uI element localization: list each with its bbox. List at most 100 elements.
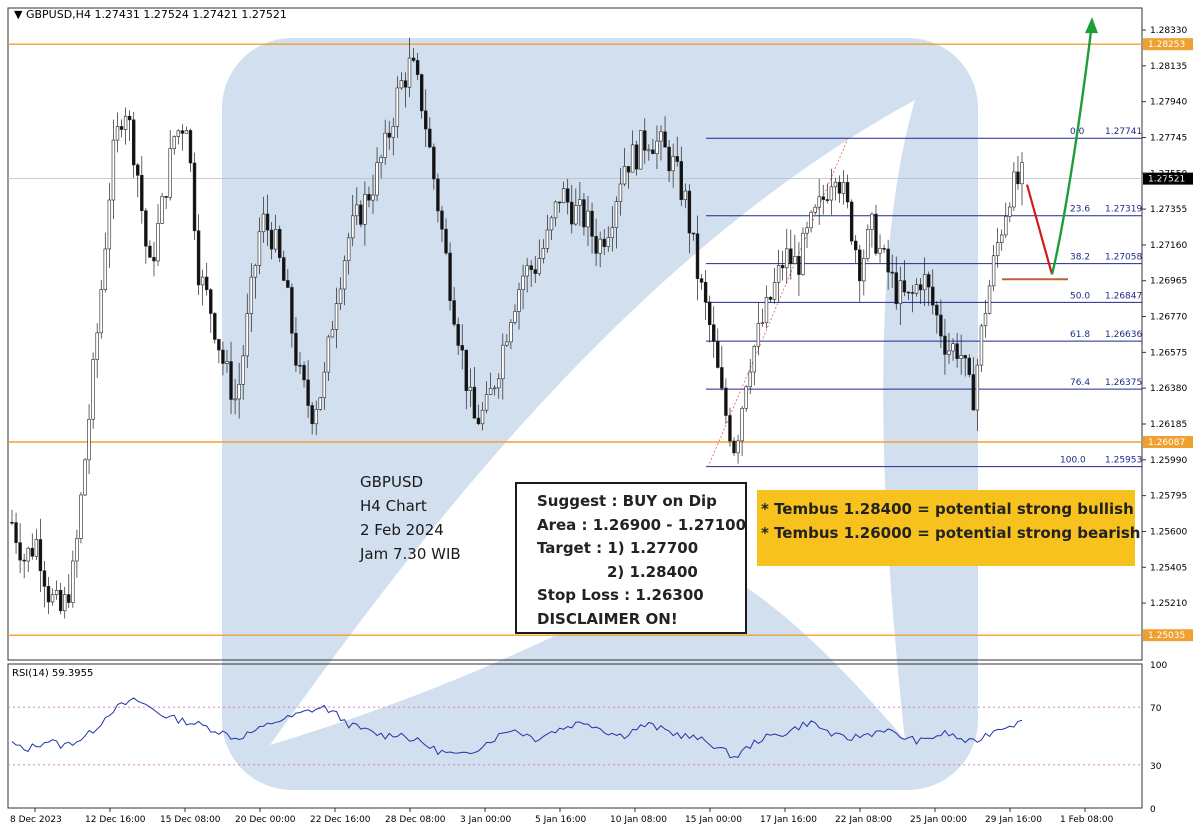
candle-body [841,182,846,194]
candle-body [10,521,14,524]
candle-body [79,494,83,539]
area-line: Area : 1.26900 - 1.27100 [537,515,747,534]
candle-body [655,140,659,154]
current-price-label: 1.27521 [1148,175,1185,185]
candle-body [257,231,262,266]
info-timeframe: H4 Chart [360,497,427,515]
candle-body [557,201,562,204]
candle-body [890,271,894,274]
target-line-2: 2) 1.28400 [607,562,698,581]
candle-body [659,131,663,142]
candle-body [30,547,34,557]
candle-body [63,594,67,612]
candle-body [278,229,282,258]
breakout-note-box: * Tembus 1.28400 = potential strong bull… [757,490,1141,566]
candle-body [346,237,351,261]
candle-body [91,359,95,420]
candle-body [395,87,400,127]
rsi-line [11,697,1023,759]
price-tick-label: 1.28135 [1150,62,1187,72]
candle-body [1020,162,1024,185]
sr-price-tag [1143,629,1193,642]
candle-body [789,248,793,264]
candle-body [707,301,712,326]
candle-body [456,324,460,346]
fib-anchor-line [707,138,849,468]
candle-body [237,384,241,400]
candle-body [213,313,217,340]
candle-body [46,586,51,603]
candle-body [148,245,152,258]
fib-price-label: 1.26636 [1105,330,1142,340]
time-tick-label: 10 Jan 08:00 [610,815,667,825]
candle-body [898,280,903,304]
candle-body [253,265,258,278]
price-tick-label: 1.25405 [1150,563,1187,573]
candle-body [18,542,22,561]
candle-body [817,196,821,208]
candle-body [136,164,140,176]
candle-body [975,364,980,411]
candle-body [1016,171,1020,185]
candle-body [172,136,176,149]
price-tick-label: 1.27940 [1150,98,1187,108]
support-resistance-lines: 1.28253 1.26087 1.25035 1.27521 [8,38,1193,642]
candle-body [310,405,314,425]
candle-body [894,272,898,304]
candle-body [505,341,509,346]
candle-body [160,196,164,224]
candle-body [403,80,408,88]
candle-body [144,210,148,247]
candle-body [164,196,168,198]
time-axis: 8 Dec 2023 12 Dec 16:00 15 Dec 08:00 20 Dec… [10,808,1114,825]
candle-body [566,188,570,203]
candle-body [995,242,1000,257]
candle-body [935,304,939,316]
price-tick-label: 1.27550 [1150,169,1187,179]
price-candles [10,37,1024,619]
candle-body [1004,216,1008,236]
price-tick-label: 1.26770 [1150,313,1187,323]
candle-body [525,265,529,277]
time-tick-label: 22 Jan 08:00 [835,815,892,825]
candle-body [703,281,708,303]
candle-body [732,440,736,454]
candle-body [744,386,748,409]
candle-body [75,538,79,562]
candle-body [687,190,692,234]
candle-body [379,157,383,164]
rsi-tick-label: 0 [1150,805,1156,815]
time-tick-label: 20 Dec 00:00 [235,815,296,825]
candle-body [561,188,566,203]
candle-body [793,256,797,264]
candle-body [241,355,245,385]
price-tick-label: 1.26965 [1150,277,1187,287]
candle-body [399,80,404,89]
rsi-tick-label: 100 [1150,661,1167,671]
forecast-arrows [1002,17,1098,281]
fib-ratio-label: 23.6 [1070,205,1090,215]
sr-price-tag [1143,435,1193,448]
time-tick-label: 8 Dec 2023 [10,815,62,825]
candle-body [853,240,858,251]
candle-body [671,156,675,172]
candle-body [282,257,286,281]
fib-ratio-label: 38.2 [1070,253,1090,263]
candle-body [622,166,627,185]
candle-body [54,589,59,595]
candle-body [1012,171,1016,208]
candle-body [918,284,923,291]
candle-body [371,194,375,201]
candle-body [837,181,842,194]
candle-body [927,274,931,288]
time-tick-label: 3 Jan 00:00 [460,815,512,825]
candle-body [614,201,619,228]
candle-body [858,249,862,282]
candle-body [488,388,493,395]
candle-body [87,418,91,461]
candle-body [764,296,769,324]
fib-ratio-label: 50.0 [1070,291,1090,301]
dropdown-triangle-icon[interactable]: ▼ [14,8,23,21]
price-tick-label: 1.26575 [1150,348,1187,358]
